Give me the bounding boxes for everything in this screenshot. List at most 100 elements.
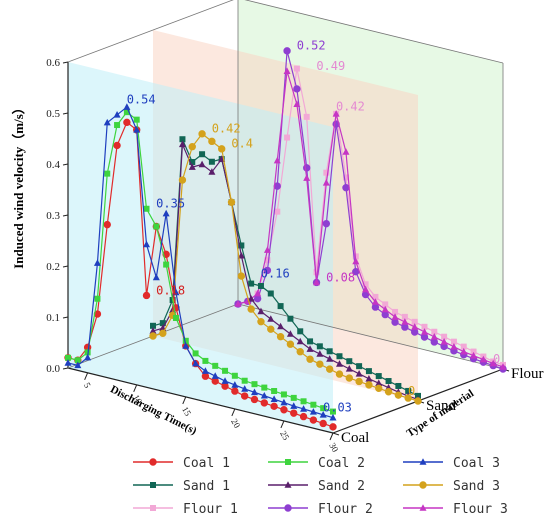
data-point: [250, 395, 259, 404]
data-point: [143, 240, 151, 248]
data-point: [394, 391, 403, 399]
data-point: [460, 343, 467, 350]
data-point: [241, 385, 249, 392]
data-point: [300, 405, 308, 412]
data-point: [460, 347, 468, 355]
series-line-flour-1: [237, 68, 504, 366]
x-tick: [182, 396, 187, 405]
data-point: [273, 156, 281, 164]
data-point: [123, 118, 131, 127]
data-point: [362, 281, 369, 288]
data-point: [489, 359, 497, 367]
legend-marker: [419, 481, 427, 489]
y-tick-label: 0.4: [46, 159, 60, 171]
data-point: [201, 372, 210, 380]
data-point: [470, 351, 478, 359]
data-point: [441, 333, 448, 340]
data-point: [296, 348, 304, 356]
data-point: [450, 338, 457, 345]
data-point: [313, 269, 320, 276]
legend-marker: [419, 504, 427, 511]
legend-item-sand-1: Sand 1: [133, 479, 230, 494]
data-point: [335, 360, 343, 367]
y-tick-label: 0.1: [46, 312, 60, 324]
data-point: [401, 318, 409, 325]
annotations: 0.540.350.180.030.420.40.1600.520.490.42…: [127, 39, 501, 415]
z-tick-label-flour: Flour: [511, 366, 544, 382]
y-tick: [62, 112, 69, 115]
data-point: [375, 373, 382, 380]
data-point: [375, 379, 383, 387]
data-point: [325, 365, 334, 373]
data-point: [352, 257, 360, 265]
data-point: [237, 272, 246, 280]
data-point: [346, 358, 353, 365]
data-point: [178, 140, 186, 148]
data-point: [385, 378, 392, 385]
data-point: [280, 398, 288, 406]
data-point: [293, 85, 301, 93]
data-label: 0: [408, 384, 415, 398]
data-point: [248, 280, 255, 287]
data-point: [479, 355, 487, 363]
legend: Coal 1 Coal 2 Coal 3 Sand 1 Sand 2 Sand 3 Flou…: [133, 456, 508, 517]
data-point: [450, 342, 458, 350]
data-point: [123, 103, 131, 110]
data-point: [342, 183, 350, 192]
x-tick-label: 25: [278, 429, 291, 442]
data-point: [103, 220, 111, 229]
data-point: [113, 111, 121, 118]
data-point: [342, 148, 350, 155]
data-point: [319, 419, 327, 428]
data-point: [257, 317, 265, 326]
data-point: [182, 342, 190, 349]
data-point: [330, 408, 336, 415]
series-coal-3: [64, 103, 337, 421]
data-point: [411, 323, 419, 330]
data-point: [221, 377, 229, 384]
data-point: [356, 363, 363, 370]
data-point: [201, 367, 209, 374]
data-point: [411, 318, 418, 325]
data-point: [414, 397, 422, 405]
data-point: [267, 290, 274, 297]
y-tick-label: 0.6: [46, 57, 60, 69]
data-point: [316, 360, 324, 368]
data-point: [188, 143, 196, 151]
data-point: [264, 257, 271, 264]
data-point: [280, 406, 288, 414]
data-point: [212, 362, 219, 369]
data-point: [178, 176, 187, 184]
data-point: [326, 355, 334, 362]
data-point: [114, 122, 121, 129]
data-point: [371, 298, 379, 305]
data-label: 0.52: [297, 39, 326, 53]
data-point: [159, 320, 166, 327]
data-point: [345, 365, 353, 372]
data-point: [123, 109, 130, 116]
legend-marker: [285, 459, 291, 465]
data-point: [277, 322, 285, 330]
legend-item-flour-2: Flour 2: [268, 502, 373, 517]
data-point: [303, 113, 310, 120]
data-point: [103, 118, 111, 126]
data-point: [271, 388, 278, 395]
data-point: [257, 307, 265, 315]
data-point: [218, 145, 226, 153]
series-line-coal-2: [67, 111, 334, 413]
plane-coal: [68, 62, 333, 433]
data-point: [250, 388, 258, 396]
data-point: [405, 387, 412, 394]
data-point: [430, 333, 438, 340]
series-line-sand-2: [152, 144, 419, 401]
data-point: [307, 338, 314, 345]
data-point: [375, 384, 383, 393]
y-tick: [62, 265, 69, 268]
y-axis-label: Induced wind velocity（m/s）: [11, 101, 26, 269]
data-point: [270, 402, 278, 411]
data-point: [84, 353, 92, 361]
category-planes: [68, 0, 503, 433]
data-point: [290, 394, 297, 401]
data-point: [287, 315, 294, 322]
legend-item-coal-1: Coal 1: [133, 456, 230, 471]
